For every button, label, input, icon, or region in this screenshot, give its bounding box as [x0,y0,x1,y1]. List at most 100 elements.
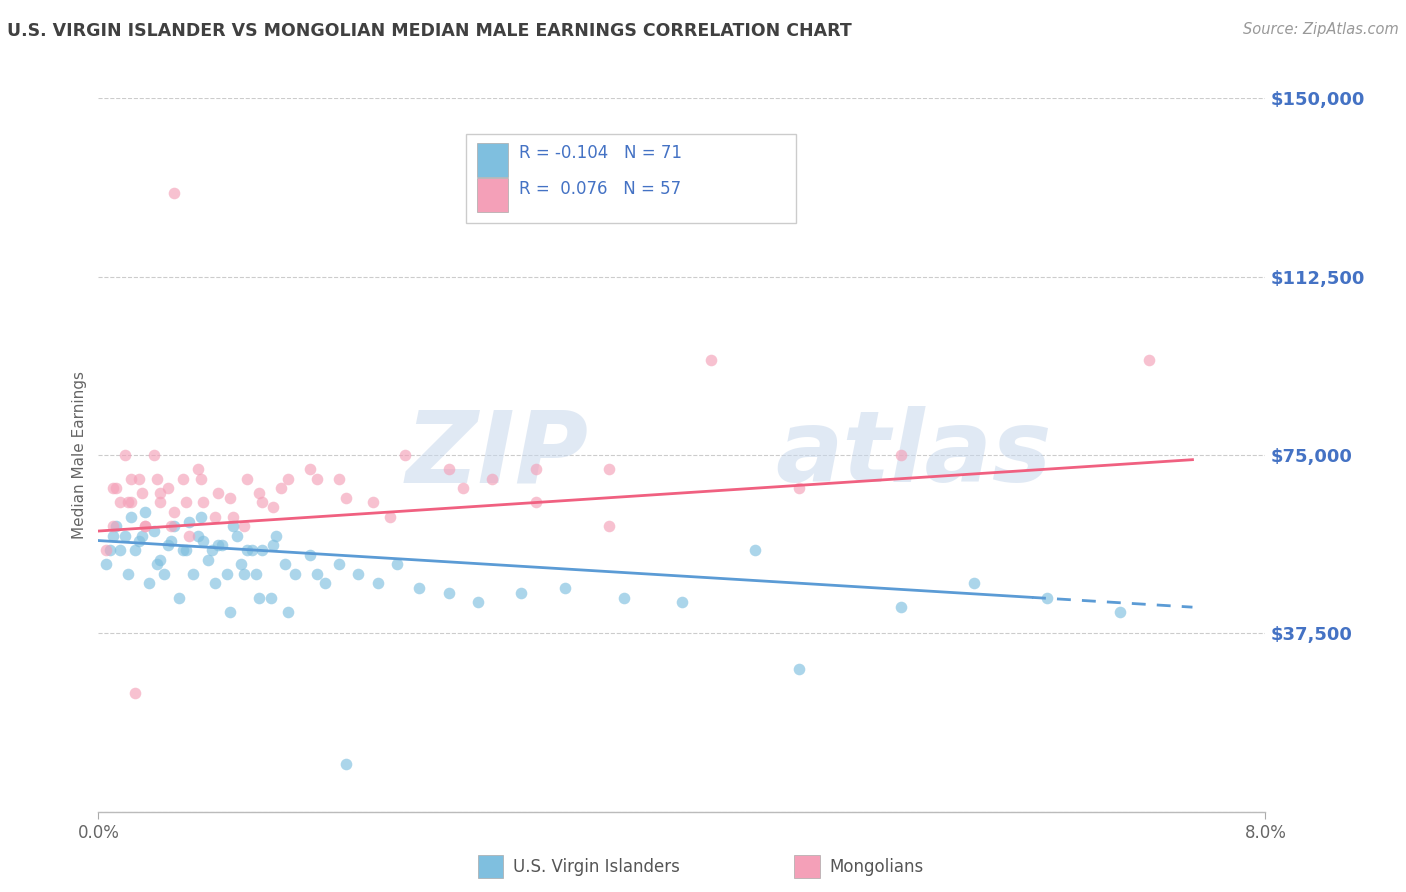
Point [221,519,243,533]
Point [671,595,693,609]
Point [146,472,169,486]
Point [298,548,321,562]
Point [367,576,389,591]
Point [481,472,503,486]
Point [347,566,370,581]
Point [451,481,474,495]
Point [554,581,576,595]
Point [361,495,384,509]
Text: ZIP: ZIP [405,407,589,503]
Point [524,462,547,476]
Point [98,543,121,558]
Point [247,591,270,605]
Point [177,515,200,529]
Point [226,529,249,543]
Point [233,519,256,533]
Point [181,566,204,581]
Point [160,533,183,548]
Point [120,509,142,524]
Point [437,586,460,600]
Point [408,581,430,595]
Point [236,543,259,558]
Point [307,566,329,581]
Point [1137,352,1160,367]
Point [787,662,810,676]
Point [157,481,180,495]
Point [120,472,142,486]
Point [110,495,132,509]
Point [201,543,224,558]
Point [114,529,136,543]
Point [231,558,253,572]
Point [335,757,357,772]
Point [204,576,226,591]
Point [378,509,402,524]
Point [270,481,292,495]
Point [510,586,533,600]
Point [101,519,124,533]
Point [1108,605,1130,619]
Point [240,543,263,558]
Point [131,529,153,543]
Point [250,495,273,509]
Point [190,472,212,486]
Point [204,509,226,524]
Point [700,352,723,367]
Text: Source: ZipAtlas.com: Source: ZipAtlas.com [1243,22,1399,37]
Point [142,448,165,462]
Point [598,519,620,533]
Point [247,486,270,500]
Point [177,529,200,543]
Point [174,495,197,509]
Text: R =  0.076   N = 57: R = 0.076 N = 57 [519,180,682,198]
Point [94,558,117,572]
Point [259,591,281,605]
Text: R = -0.104   N = 71: R = -0.104 N = 71 [519,145,682,162]
Point [215,566,238,581]
Point [172,543,194,558]
Point [131,486,153,500]
Point [262,538,284,552]
Point [245,566,267,581]
Point [207,486,229,500]
Point [598,462,620,476]
Point [94,543,117,558]
Point [187,462,209,476]
Point [524,495,547,509]
Point [233,566,256,581]
Point [221,509,243,524]
Point [124,686,146,700]
Point [104,481,127,495]
Point [284,566,307,581]
Point [307,472,329,486]
Point [142,524,165,538]
Point [328,558,350,572]
Point [266,529,288,543]
Point [128,533,150,548]
Point [190,509,212,524]
Point [193,495,215,509]
Point [193,533,215,548]
Y-axis label: Median Male Earnings: Median Male Earnings [72,371,87,539]
Point [149,495,172,509]
Point [101,529,124,543]
Point [236,472,259,486]
Text: Mongolians: Mongolians [830,858,924,876]
Point [172,472,194,486]
Point [787,481,810,495]
Point [117,566,139,581]
Point [197,552,219,566]
Point [110,543,132,558]
Point [298,462,321,476]
Point [1035,591,1057,605]
Point [134,519,156,533]
Point [149,552,172,566]
Point [437,462,460,476]
Point [207,538,229,552]
Point [211,538,233,552]
Point [167,591,190,605]
Point [387,558,409,572]
Point [149,486,172,500]
Point [314,576,336,591]
Point [163,186,186,201]
